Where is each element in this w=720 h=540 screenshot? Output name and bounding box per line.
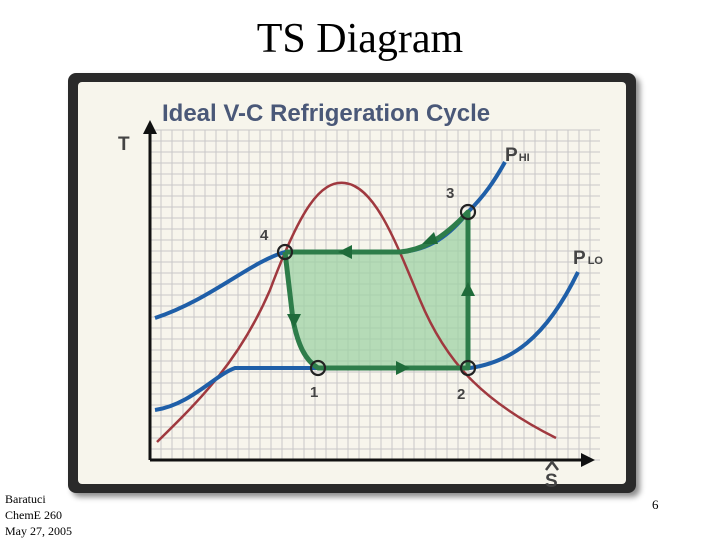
state-label: 3 — [446, 185, 454, 202]
cycle-area — [285, 212, 468, 368]
hat — [545, 459, 559, 471]
isobar-sub: HI — [519, 152, 530, 164]
slide-title: TS Diagram — [257, 16, 464, 62]
footer-line: May 27, 2005 — [5, 524, 72, 538]
x-axis-label: S — [545, 471, 558, 492]
state-markers — [276, 203, 477, 377]
isobar-main: P — [505, 145, 518, 166]
isobar-label: PHI — [505, 145, 530, 166]
state-label: 4 — [260, 227, 269, 244]
state-label: 2 — [457, 386, 465, 403]
isobar-label: P LO — [573, 248, 603, 269]
footer-line: Baratuci — [5, 492, 46, 506]
state-label: 1 — [310, 384, 318, 401]
y-axis-label: T — [118, 134, 130, 155]
isobar-main: P — [573, 248, 586, 269]
x-arrow — [581, 453, 595, 467]
flow-arrows — [287, 232, 475, 375]
page-number: 6 — [652, 497, 659, 512]
y-arrow — [143, 120, 157, 134]
isobar-sub: LO — [588, 255, 604, 267]
saturation-dome — [156, 181, 557, 443]
footer-line: ChemE 260 — [5, 508, 62, 522]
cycle-path — [282, 209, 471, 371]
diagram-title: Ideal V-C Refrigeration Cycle — [162, 100, 490, 127]
axes — [148, 130, 585, 462]
